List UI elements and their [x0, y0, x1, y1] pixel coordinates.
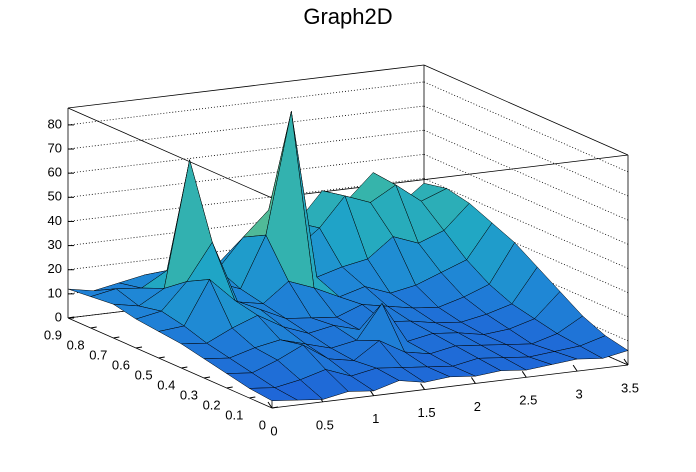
y-tick-label: 0.9 [44, 327, 62, 342]
y-tick-label: 0.4 [157, 377, 175, 392]
grid-line [67, 105, 425, 150]
y-tick [158, 356, 165, 359]
x-tick [267, 401, 273, 409]
y-tick [90, 326, 97, 329]
box-edge [67, 107, 273, 199]
z-tick-label: 0 [55, 309, 62, 324]
box-edge [423, 64, 629, 156]
x-tick-label: 2.5 [519, 393, 537, 408]
z-tick-label: 60 [48, 165, 62, 180]
box-edge [67, 64, 425, 109]
surface-cell [249, 387, 298, 402]
y-tick [67, 316, 75, 319]
y-tick [113, 336, 120, 339]
y-tick-label: 0.2 [203, 397, 221, 412]
y-tick-label: 0.8 [67, 337, 85, 352]
grid-line [423, 178, 629, 269]
z-tick-label: 70 [48, 140, 62, 155]
z-tick-label: 80 [48, 116, 62, 131]
y-tick [181, 366, 188, 369]
z-tick-label: 40 [48, 213, 62, 228]
y-tick-label: 0 [259, 417, 266, 432]
box-edge [271, 364, 629, 409]
z-tick-label: 50 [48, 189, 62, 204]
grid-line [423, 153, 629, 245]
x-tick-label: 0 [270, 423, 277, 438]
x-tick [521, 371, 527, 378]
y-tick-label: 0.3 [180, 387, 198, 402]
grid-line [67, 129, 425, 174]
y-tick-label: 0.1 [225, 407, 243, 422]
z-tick-label: 20 [48, 261, 62, 276]
chart-title: Graph2D [303, 4, 392, 29]
z-tick-label: 30 [48, 237, 62, 252]
y-tick [226, 386, 233, 389]
y-tick-label: 0.7 [89, 347, 107, 362]
y-tick [203, 376, 211, 379]
x-tick [420, 383, 425, 390]
x-tick [623, 358, 629, 366]
x-tick [471, 377, 476, 384]
z-tick-label: 10 [48, 285, 62, 300]
grid-line [423, 105, 629, 197]
y-tick [271, 406, 279, 409]
grid-line [423, 129, 629, 221]
x-tick [572, 364, 578, 372]
x-tick-label: 0.5 [316, 417, 334, 432]
x-tick-label: 2 [474, 399, 481, 414]
box-edge [67, 317, 273, 409]
x-tick-label: 1.5 [418, 405, 436, 420]
y-tick [135, 346, 143, 349]
x-tick-label: 3.5 [621, 380, 639, 395]
grid-line [67, 81, 425, 126]
grid-line [423, 81, 629, 173]
y-tick [249, 396, 256, 399]
y-tick-label: 0.6 [112, 357, 130, 372]
x-tick-label: 1 [372, 411, 379, 426]
y-tick-label: 0.5 [135, 367, 153, 382]
box-edge [271, 154, 629, 199]
grid-line [423, 202, 629, 293]
x-tick-label: 3 [576, 387, 583, 402]
